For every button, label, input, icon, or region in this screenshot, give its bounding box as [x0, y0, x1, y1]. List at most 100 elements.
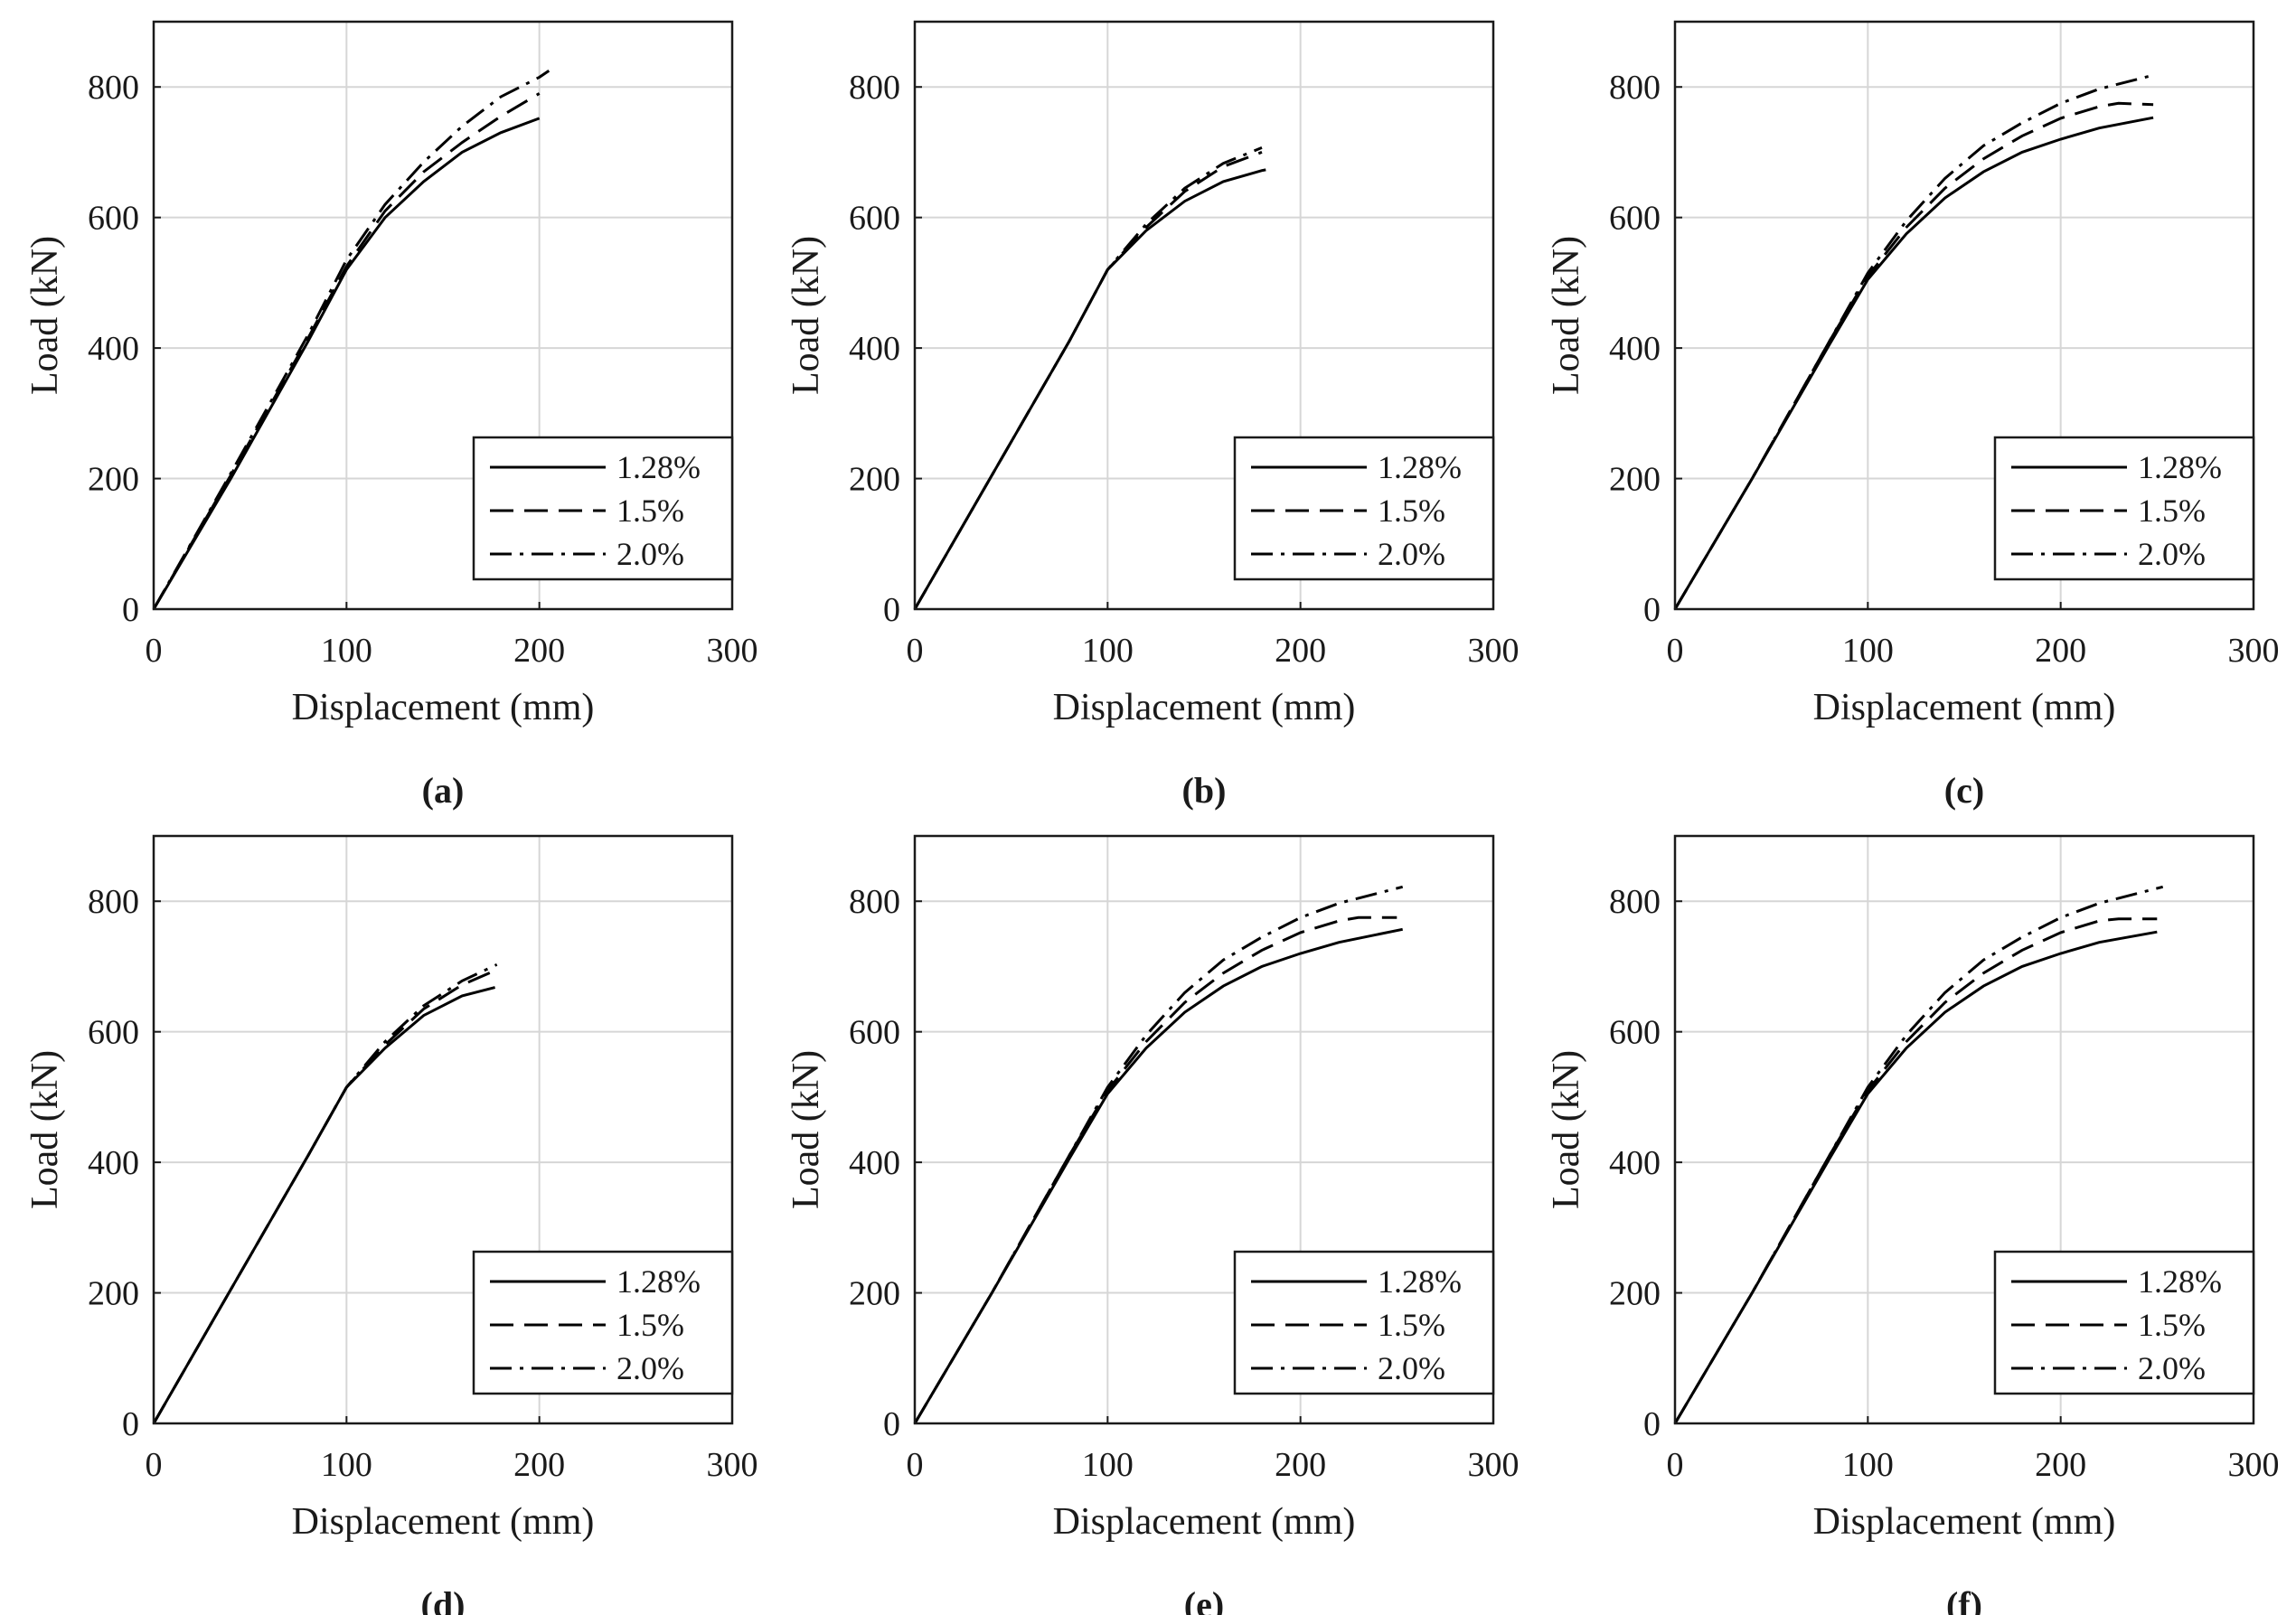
x-axis-label: Displacement (mm) [292, 1501, 595, 1543]
y-axis-label: Load (kN) [1546, 1050, 1587, 1209]
x-tick-label: 0 [907, 632, 924, 670]
plot-frame [913, 20, 1495, 611]
series-line-1.28% [152, 117, 541, 610]
x-tick-label: 300 [1468, 1446, 1520, 1484]
y-axis-label: Load (kN) [786, 1050, 827, 1209]
x-tick-label: 200 [2035, 1446, 2086, 1484]
legend: 1.28% 1.5% 2.0% [472, 436, 734, 581]
y-tick-label: 0 [1643, 1405, 1661, 1443]
series-line-2.0% [1673, 885, 2164, 1424]
x-tick-label: 300 [2228, 632, 2280, 670]
plot-frame [913, 834, 1495, 1425]
y-tick-label: 400 [1609, 330, 1661, 368]
y-axis-label: Load (kN) [24, 1050, 66, 1209]
plot-frame [152, 20, 734, 611]
y-tick-label: 200 [1609, 1275, 1661, 1313]
y-tick-label: 200 [849, 1275, 900, 1313]
y-tick-label: 0 [883, 1405, 900, 1443]
legend-entry-label: 2.0% [1378, 1350, 1445, 1386]
y-tick-label: 0 [1643, 591, 1661, 629]
chart-panel-2: 0 100 200 300 0 200 400 600 800 Displacement (mm)… [786, 20, 1520, 811]
series-line-1.5% [913, 150, 1263, 610]
x-tick-label: 300 [2228, 1446, 2280, 1484]
legend-entry-label: 1.28% [1378, 449, 1462, 485]
panel-label: (b) [1182, 770, 1227, 811]
plot-frame [1673, 834, 2255, 1425]
chart-panel-3: 0 100 200 300 0 200 400 600 800 Displacement (mm)… [1546, 20, 2280, 811]
series-line-2.0% [913, 885, 1404, 1424]
legend-entry-label: 1.5% [1378, 1307, 1445, 1343]
y-tick-label: 800 [1609, 69, 1661, 107]
legend-box [1993, 436, 2255, 581]
series-line-2.0% [152, 962, 498, 1424]
y-tick-label: 200 [849, 461, 900, 499]
x-tick-label: 200 [513, 1446, 565, 1484]
x-tick-label: 200 [1275, 632, 1326, 670]
y-axis-label: Load (kN) [786, 236, 827, 395]
x-tick-label: 300 [707, 1446, 758, 1484]
legend-box [1233, 1250, 1495, 1395]
series-line-1.5% [152, 92, 541, 610]
legend-box [472, 436, 734, 581]
legend-entry-label: 2.0% [616, 536, 684, 572]
panel-label: (d) [421, 1584, 466, 1615]
x-tick-label: 100 [1082, 632, 1134, 670]
legend-entry-label: 1.5% [2138, 1307, 2206, 1343]
legend-entry-label: 1.28% [616, 449, 701, 485]
y-tick-label: 400 [849, 330, 900, 368]
panel-label: (c) [1944, 770, 1984, 811]
x-tick-label: 0 [146, 632, 163, 670]
x-tick-label: 0 [907, 1446, 924, 1484]
y-tick-label: 600 [849, 200, 900, 238]
chart-panel-1: 0 100 200 300 0 200 400 600 800 Displacement (mm)… [24, 20, 758, 811]
y-tick-label: 800 [1609, 883, 1661, 921]
x-tick-label: 100 [1842, 632, 1894, 670]
legend-box [1993, 1250, 2255, 1395]
series-line-1.28% [152, 986, 495, 1424]
y-axis-label: Load (kN) [1546, 236, 1587, 395]
legend-entry-label: 1.28% [2138, 1263, 2222, 1300]
y-tick-label: 600 [1609, 1014, 1661, 1052]
y-tick-label: 800 [849, 69, 900, 107]
x-tick-label: 0 [1667, 1446, 1684, 1484]
y-tick-label: 0 [883, 591, 900, 629]
x-tick-label: 200 [513, 632, 565, 670]
x-tick-label: 200 [2035, 632, 2086, 670]
x-tick-label: 200 [1275, 1446, 1326, 1484]
series-line-1.28% [913, 168, 1266, 610]
y-tick-label: 200 [88, 1275, 139, 1313]
x-axis-label: Displacement (mm) [1813, 1501, 2116, 1543]
legend-entry-label: 2.0% [2138, 536, 2206, 572]
x-tick-label: 300 [1468, 632, 1520, 670]
legend-entry-label: 1.28% [616, 1263, 701, 1300]
x-axis-label: Displacement (mm) [292, 687, 595, 728]
chart-panel-4: 0 100 200 300 0 200 400 600 800 Displacement (mm)… [24, 834, 758, 1615]
x-axis-label: Displacement (mm) [1053, 1501, 1356, 1543]
y-tick-label: 800 [88, 69, 139, 107]
y-tick-label: 600 [88, 200, 139, 238]
y-tick-label: 400 [1609, 1144, 1661, 1182]
legend-entry-label: 1.5% [616, 493, 684, 529]
y-tick-label: 800 [88, 883, 139, 921]
x-axis-label: Displacement (mm) [1813, 687, 2116, 728]
legend-entry-label: 2.0% [2138, 1350, 2206, 1386]
y-tick-label: 0 [122, 1405, 139, 1443]
x-tick-label: 100 [1082, 1446, 1134, 1484]
x-tick-label: 100 [1842, 1446, 1894, 1484]
panel-label: (a) [422, 770, 465, 811]
legend-box [472, 1250, 734, 1395]
x-tick-label: 0 [146, 1446, 163, 1484]
x-tick-label: 100 [321, 632, 372, 670]
y-tick-label: 400 [88, 1144, 139, 1182]
legend-box [1233, 436, 1495, 581]
panel-label: (e) [1184, 1584, 1224, 1615]
y-axis-label: Load (kN) [24, 236, 66, 395]
y-tick-label: 600 [88, 1014, 139, 1052]
y-tick-label: 800 [849, 883, 900, 921]
y-tick-label: 600 [1609, 200, 1661, 238]
x-tick-label: 100 [321, 1446, 372, 1484]
plot-frame [1673, 20, 2255, 611]
legend-entry-label: 2.0% [616, 1350, 684, 1386]
legend-entry-label: 1.5% [616, 1307, 684, 1343]
